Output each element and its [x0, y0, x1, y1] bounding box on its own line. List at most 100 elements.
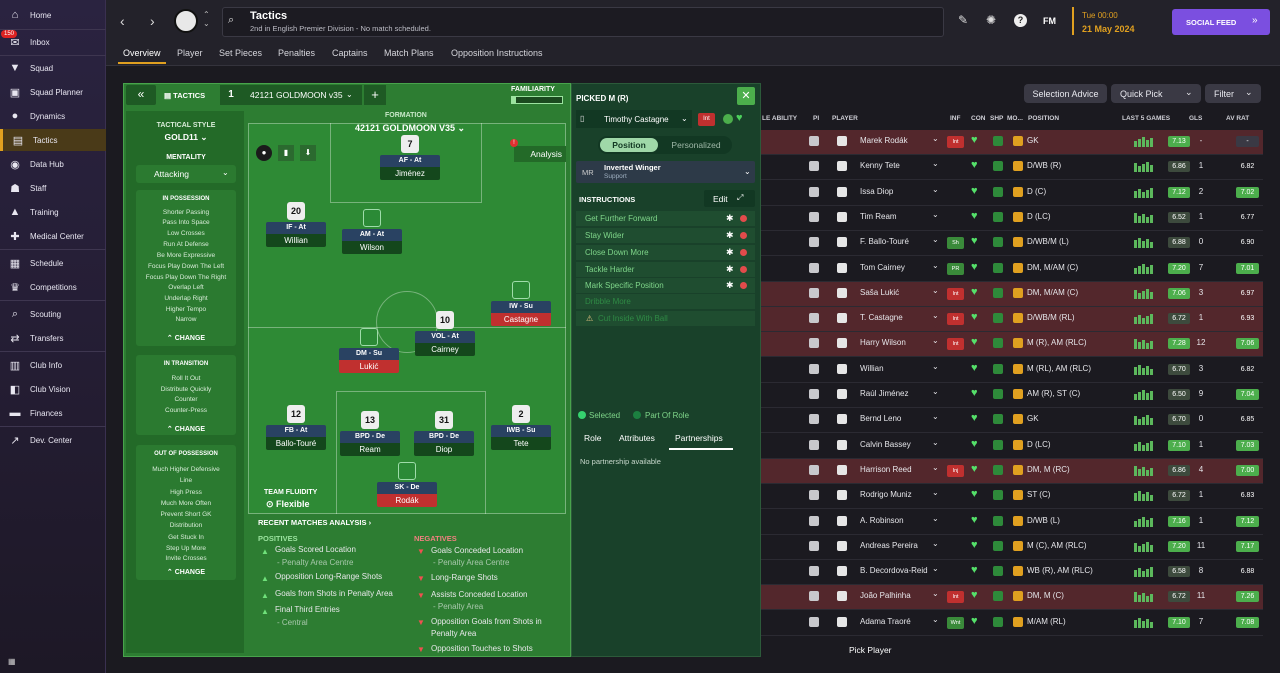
squad-row[interactable]: Marek Rodák ⌄ Int ♥ GK 7.13- -: [761, 130, 1263, 155]
tab-penalties[interactable]: Penalties: [278, 48, 316, 58]
player-name[interactable]: Issa Diop: [860, 186, 894, 196]
player-name[interactable]: Andreas Pereira: [860, 540, 918, 550]
tactical-style-value[interactable]: GOLD11 ⌄: [136, 132, 236, 143]
pitch-player[interactable]: DM - Su Lukić: [339, 328, 399, 373]
chevron-down-icon[interactable]: ⌄: [932, 235, 939, 245]
col-pi[interactable]: PI: [813, 115, 820, 122]
sidebar-item-training[interactable]: ▲ Training: [9, 206, 59, 218]
chevron-down-icon[interactable]: ⌄: [932, 209, 939, 219]
instructions-icon[interactable]: ●: [256, 145, 272, 161]
squad-row[interactable]: Tim Ream ⌄ ♥ D (LC) 6.52 1 6.77: [761, 206, 1263, 231]
pitch-player[interactable]: BPD - De Diop 31: [414, 411, 474, 456]
gear-icon[interactable]: ✱: [726, 280, 734, 290]
pitch-player[interactable]: AF - At Jiménez 7: [380, 135, 440, 180]
squad-row[interactable]: Calvin Bassey ⌄ ♥ D (LC) 7.10 1 7.03: [761, 434, 1263, 459]
sidebar-item-tactics[interactable]: ▤ Tactics: [0, 129, 106, 151]
pitch-player[interactable]: IWB - Su Tete 2: [491, 405, 551, 450]
chevron-down-icon[interactable]: ⌄: [932, 159, 939, 169]
sidebar-item-club-info[interactable]: ▥ Club Info: [9, 359, 63, 372]
col-mo[interactable]: MO...: [1007, 115, 1023, 122]
chevron-down-icon[interactable]: ⌄: [932, 589, 939, 599]
chevron-down-icon[interactable]: ⌄: [932, 437, 939, 447]
sidebar-item-schedule[interactable]: ▦ Schedule: [9, 257, 64, 270]
instruction-item[interactable]: Dribble More: [585, 297, 631, 306]
remove-icon[interactable]: [740, 232, 747, 239]
sidebar-item-medical-center[interactable]: ✚ Medical Center: [0, 225, 106, 247]
instruction-item[interactable]: Tackle Harder: [585, 265, 635, 274]
chevron-down-icon[interactable]: ⌄: [932, 614, 939, 624]
squad-row[interactable]: Kenny Tete ⌄ ♥ D/WB (R) 6.86 1 6.82: [761, 155, 1263, 181]
instruction-item[interactable]: Get Further Forward: [585, 214, 658, 223]
squad-row[interactable]: Willian ⌄ ♥ M (RL), AM (RLC) 6.70 3 6.82: [761, 358, 1263, 383]
squad-row[interactable]: Tom Cairney ⌄ PR ♥ DM, M/AM (C) 7.20 7 7.01: [761, 257, 1263, 282]
bar-chart-icon[interactable]: ▮: [278, 145, 294, 161]
player-name[interactable]: F. Ballo-Touré: [860, 237, 909, 247]
player-name[interactable]: A. Robinson: [860, 515, 904, 525]
toggle-position[interactable]: Position: [600, 138, 658, 152]
club-crest-icon[interactable]: [174, 9, 198, 33]
sidebar-item-staff[interactable]: ☗ Staff: [0, 177, 106, 199]
squad-row[interactable]: Raúl Jiménez ⌄ ♥ AM (R), ST (C) 6.50 9 7.04: [761, 383, 1263, 408]
sidebar-item-squad-planner[interactable]: ▣ Squad Planner: [9, 86, 83, 99]
squad-row[interactable]: Andreas Pereira ⌄ ♥ M (C), AM (RLC) 7.20 11 7.…: [761, 535, 1263, 560]
player-name[interactable]: Tim Ream: [860, 211, 897, 221]
sidebar-item-squad[interactable]: ▼ Squad: [9, 62, 54, 74]
player-role[interactable]: AF - At: [380, 155, 440, 167]
chevron-down-icon[interactable]: ⌄: [932, 361, 939, 371]
squad-row[interactable]: Saša Lukić ⌄ Int ♥ DM, M/AM (C) 7.06 3 6.97: [761, 281, 1263, 307]
subtab-partnerships[interactable]: Partnerships: [675, 433, 723, 443]
change-in-transition-button[interactable]: ⌃ CHANGE: [166, 426, 206, 433]
chevron-down-icon[interactable]: ⌄: [932, 336, 939, 346]
sidebar-item-dynamics[interactable]: ● Dynamics: [0, 105, 106, 127]
tab-opposition-instructions[interactable]: Opposition Instructions: [451, 48, 543, 58]
analysis-button[interactable]: Analysis: [514, 146, 566, 162]
tab-captains[interactable]: Captains: [332, 48, 368, 58]
squad-row[interactable]: Rodrigo Muniz ⌄ ♥ ST (C) 6.72 1 6.83: [761, 484, 1263, 510]
col-player[interactable]: PLAYER: [832, 115, 858, 122]
remove-icon[interactable]: [740, 249, 747, 256]
player-role[interactable]: SK - De: [377, 482, 437, 494]
mentality-dropdown[interactable]: Attacking ⌄: [136, 165, 236, 183]
player-name[interactable]: João Palhinha: [860, 591, 911, 601]
player-role[interactable]: VOL - At: [415, 331, 475, 343]
player-role[interactable]: AM - At: [342, 229, 402, 241]
forward-arrow-icon[interactable]: ›: [150, 13, 155, 29]
remove-icon[interactable]: [740, 282, 747, 289]
chevron-down-icon[interactable]: ⌄: [932, 285, 939, 295]
instruction-item[interactable]: Stay Wider: [585, 231, 625, 240]
subtab-attributes[interactable]: Attributes: [619, 433, 655, 443]
squad-row[interactable]: João Palhinha ⌄ Int ♥ DM, M (C) 6.72 11 7.26: [761, 585, 1263, 611]
pitch-player[interactable]: IW - Su Castagne: [491, 281, 551, 326]
chevron-down-icon[interactable]: ⌄: [932, 488, 939, 498]
chevron-down-icon[interactable]: ⌄: [932, 412, 939, 422]
chevron-down-icon[interactable]: ⌄: [932, 564, 939, 574]
squad-row[interactable]: B. Decordova-Reid ⌄ ♥ WB (R), AM (RLC) 6.58 8…: [761, 560, 1263, 586]
col-shp[interactable]: SHP: [990, 115, 1004, 122]
player-role[interactable]: DM - Su: [339, 348, 399, 360]
chevron-down-icon[interactable]: ⌄: [932, 184, 939, 194]
gear-icon[interactable]: ✱: [726, 213, 734, 223]
sidebar-item-club-vision[interactable]: ◧ Club Vision: [9, 383, 71, 396]
squad-row[interactable]: Harry Wilson ⌄ Int ♥ M (R), AM (RLC) 7.28 12 7.…: [761, 332, 1263, 358]
selection-advice-button[interactable]: Selection Advice: [1024, 84, 1107, 103]
tab-overview[interactable]: Overview: [118, 48, 165, 64]
toggle-personalized[interactable]: Personalized: [671, 140, 721, 150]
brain-icon[interactable]: ✺: [986, 13, 997, 27]
col-avrat[interactable]: AV RAT: [1226, 115, 1250, 122]
player-name[interactable]: Harrison Reed: [860, 464, 912, 474]
player-name[interactable]: T. Castagne: [860, 313, 903, 323]
player-role[interactable]: IF - At: [266, 222, 326, 234]
squad-row[interactable]: Adama Traoré ⌄ Wnt ♥ M/AM (RL) 7.10 7 7.08: [761, 611, 1263, 636]
recent-matches-link[interactable]: RECENT MATCHES ANALYSIS ›: [258, 518, 372, 527]
squad-row[interactable]: T. Castagne ⌄ Int ♥ D/WB/M (RL) 6.72 1 6.93: [761, 307, 1263, 333]
remove-icon[interactable]: [740, 215, 747, 222]
edit-icon[interactable]: ✎: [958, 13, 969, 27]
instruction-item[interactable]: Close Down More: [585, 248, 649, 257]
player-role[interactable]: FB - At: [266, 425, 326, 437]
player-select[interactable]: ▯ Timothy Castagne ⌄: [576, 110, 692, 128]
col-con[interactable]: CON: [971, 115, 986, 122]
player-name[interactable]: B. Decordova-Reid: [860, 566, 928, 576]
squad-row[interactable]: Harrison Reed ⌄ Inj ♥ DM, M (RC) 6.86 4 7.00: [761, 458, 1263, 484]
col-ability[interactable]: LE ABILITY: [762, 115, 798, 122]
col-inf[interactable]: INF: [950, 115, 961, 122]
